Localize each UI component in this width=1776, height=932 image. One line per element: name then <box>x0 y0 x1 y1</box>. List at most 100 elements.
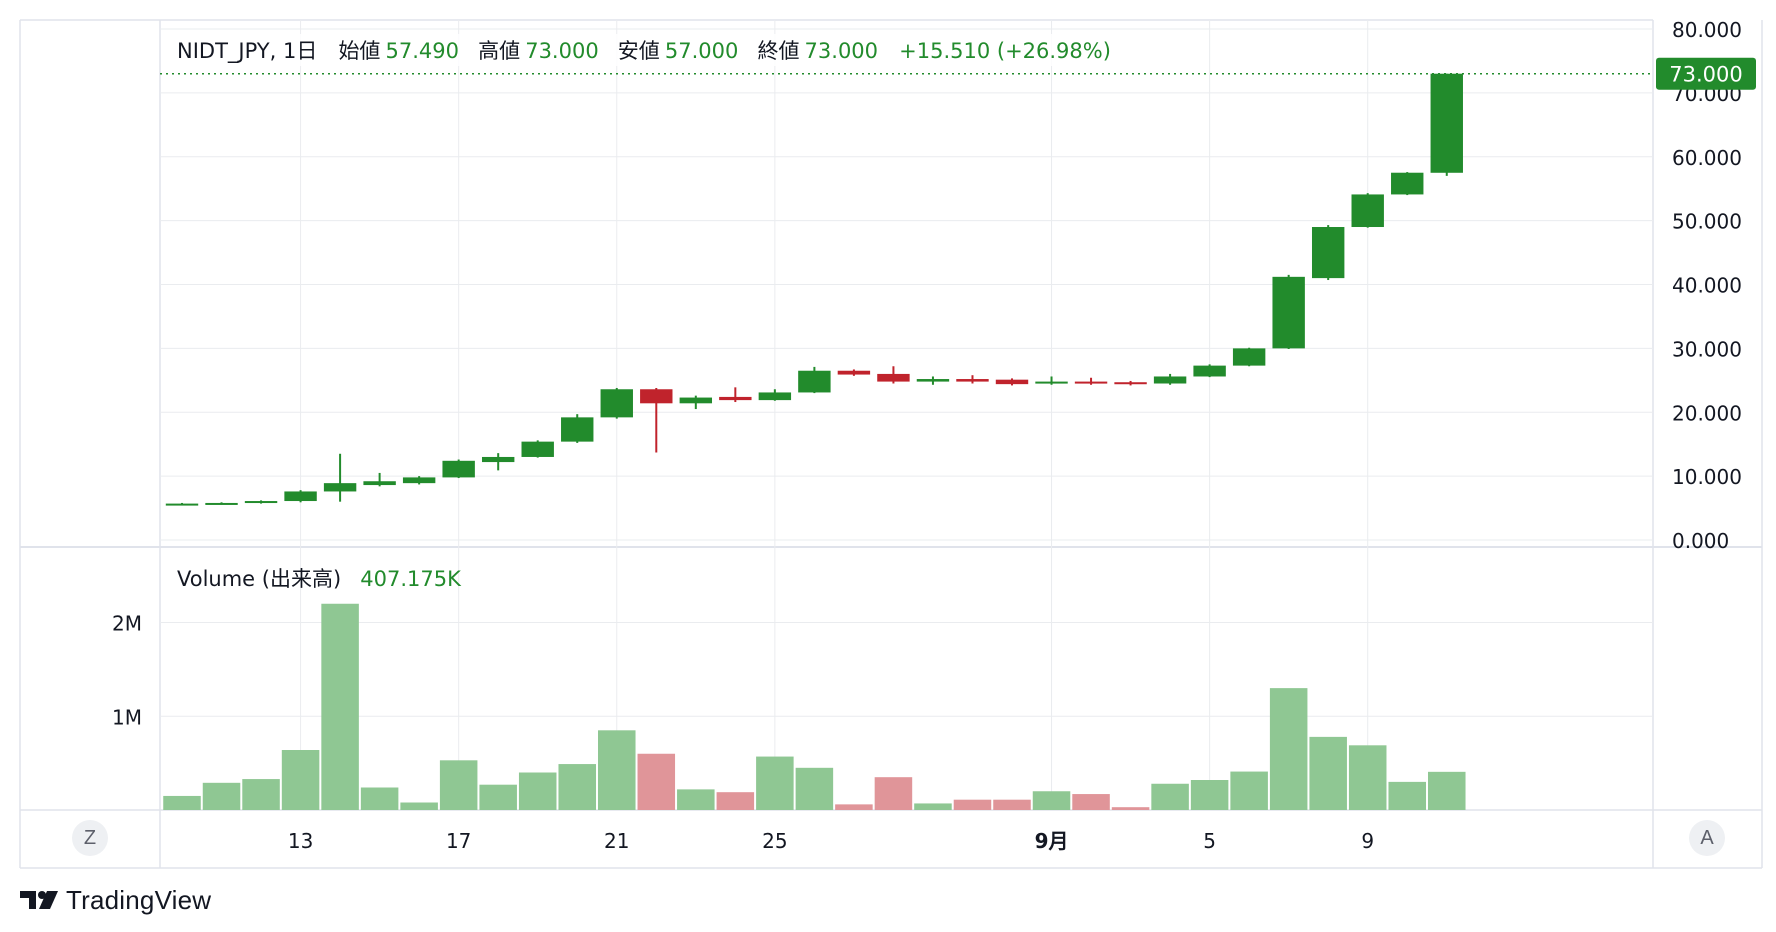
volume-bar <box>1348 745 1387 810</box>
volume-bar <box>1072 794 1110 810</box>
volume-bars <box>163 603 1466 810</box>
price-tick-label: 80.000 <box>1672 18 1742 42</box>
time-tick-label: 21 <box>604 829 629 853</box>
change-value: +15.510 (+26.98%) <box>899 39 1111 63</box>
candle-body <box>837 370 871 375</box>
volume-bar <box>479 784 517 810</box>
open-value: 57.490 <box>386 39 459 63</box>
volume-bar <box>1111 807 1150 810</box>
svg-text:NIDT_JPY, 1日 始値: NIDT_JPY, 1日 始値 57.490 高値 73.000 安値 57.0… <box>177 39 1111 64</box>
symbol-label: NIDT_JPY, 1日 <box>177 39 317 64</box>
volume-value: 407.175K <box>360 567 462 591</box>
volume-bar <box>518 772 557 810</box>
time-tick-label: 9 <box>1361 829 1374 853</box>
candle-body <box>481 456 515 463</box>
auto-scale-right-button[interactable]: A <box>1689 820 1725 856</box>
time-tick-label: 17 <box>446 829 471 853</box>
volume-bar <box>953 799 992 810</box>
time-axis[interactable]: 13 17 21 25 9月 5 9 <box>288 829 1374 853</box>
candle-body <box>442 460 475 478</box>
candle-body <box>165 503 199 506</box>
candle-body <box>284 491 317 502</box>
candle-body <box>323 483 357 492</box>
volume-bar <box>993 799 1031 810</box>
price-tick-label: 60.000 <box>1672 146 1742 170</box>
low-label: 安値 <box>618 39 660 63</box>
candle-body <box>1114 382 1147 385</box>
volume-bar <box>1269 688 1308 810</box>
auto-scale-left-button[interactable]: Z <box>72 820 108 856</box>
candle-body <box>561 417 594 442</box>
close-label: 終値 <box>757 39 799 63</box>
volume-label: Volume (出来高) <box>177 567 341 591</box>
price-axis[interactable]: 0.000 10.000 20.000 30.000 40.000 50.000 60.00… <box>1672 18 1742 553</box>
volume-bar <box>321 603 359 810</box>
candle-body <box>1311 227 1345 279</box>
close-value: 73.000 <box>805 39 878 63</box>
volume-bar <box>835 804 873 810</box>
volume-bar <box>558 764 596 810</box>
candle-body <box>640 389 673 404</box>
volume-tick-label: 1M <box>112 705 142 729</box>
volume-bar <box>1190 780 1229 810</box>
volume-axis[interactable]: 1M 2M <box>112 612 142 730</box>
high-value: 73.000 <box>525 39 598 63</box>
price-tick-label: 30.000 <box>1672 337 1742 361</box>
price-tick-label: 10.000 <box>1672 465 1742 489</box>
candle-body <box>1430 73 1463 173</box>
volume-bar <box>874 777 913 810</box>
candle-body <box>956 379 989 382</box>
candle-body <box>1272 276 1305 349</box>
volume-bar <box>1151 783 1189 810</box>
candle-body <box>1232 348 1266 366</box>
volume-bar <box>1230 771 1268 810</box>
last-price-badge-text: 73.000 <box>1669 63 1742 87</box>
candle-body <box>995 379 1029 385</box>
candle-body <box>916 379 950 382</box>
candle-body <box>1074 381 1108 384</box>
volume-legend: Volume (出来高) 407.175K <box>177 567 462 591</box>
volume-bar <box>677 789 715 810</box>
price-tick-label: 0.000 <box>1672 529 1729 553</box>
volume-bar <box>637 753 676 810</box>
candle-body <box>798 370 831 393</box>
candle-body <box>877 373 910 382</box>
chart-frame <box>19 19 1763 869</box>
tradingview-logo-icon <box>20 891 58 909</box>
volume-bar <box>1388 781 1426 810</box>
brand-name: TradingView <box>66 884 212 915</box>
candle-body <box>679 397 713 404</box>
candle-body <box>1035 381 1068 384</box>
candle-body <box>1153 376 1187 384</box>
last-price-badge: 73.000 <box>1656 57 1756 90</box>
candle-body <box>758 392 792 401</box>
volume-bar <box>914 803 952 810</box>
candle-body <box>1391 172 1424 195</box>
time-tick-label: 13 <box>288 829 313 853</box>
candle-body <box>244 501 278 504</box>
candle-body <box>402 477 436 484</box>
tradingview-logo[interactable]: TradingView <box>20 884 211 916</box>
volume-bar <box>360 787 399 810</box>
time-tick-label: 25 <box>762 829 787 853</box>
ohlc-legend: NIDT_JPY, 1日 始値 57.490 高値 73.000 安値 57.0… <box>168 34 1111 66</box>
price-tick-label: 20.000 <box>1672 401 1742 425</box>
volume-bar <box>163 795 201 810</box>
candle-body <box>719 396 752 401</box>
high-label: 高値 <box>478 39 520 63</box>
volume-bar <box>1428 771 1466 810</box>
grid-lines <box>160 20 1653 810</box>
candlesticks <box>165 73 1463 506</box>
volume-bar <box>242 779 280 810</box>
candle-body <box>521 441 554 457</box>
candle-body <box>1193 365 1226 377</box>
svg-text:Volume (出来高) 407.175K: Volume (出来高) 407.175K <box>177 567 462 591</box>
volume-tick-label: 2M <box>112 612 142 636</box>
candle-body <box>205 502 238 505</box>
price-tick-label: 40.000 <box>1672 274 1742 298</box>
volume-bar <box>756 756 794 810</box>
time-tick-label: 5 <box>1203 829 1216 853</box>
volume-bar <box>795 767 834 810</box>
